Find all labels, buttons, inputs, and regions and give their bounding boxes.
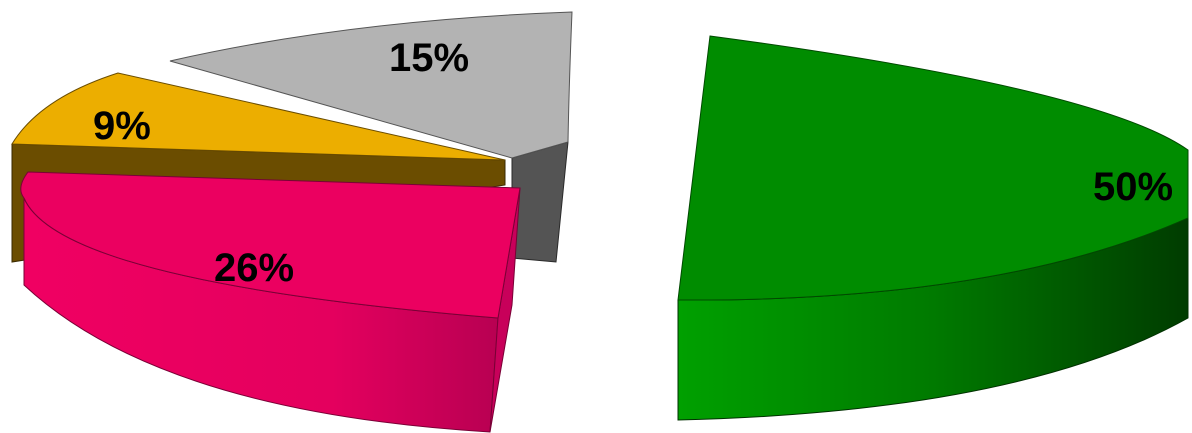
slice-label-green: 50% bbox=[1093, 165, 1173, 209]
pie-slice-green bbox=[677, 35, 1189, 421]
slice-label-gray: 15% bbox=[389, 36, 469, 80]
slice-gray-side bbox=[511, 141, 569, 263]
slice-green-top bbox=[677, 35, 1189, 301]
slice-label-gold: 9% bbox=[93, 104, 151, 148]
pie-slice-gray bbox=[169, 11, 573, 263]
slice-gray-top bbox=[169, 11, 573, 159]
slice-gold-top bbox=[11, 72, 506, 161]
slice-label-pink: 26% bbox=[214, 246, 294, 290]
pie-slice-pink bbox=[20, 171, 521, 433]
slice-pink-top bbox=[20, 171, 521, 319]
